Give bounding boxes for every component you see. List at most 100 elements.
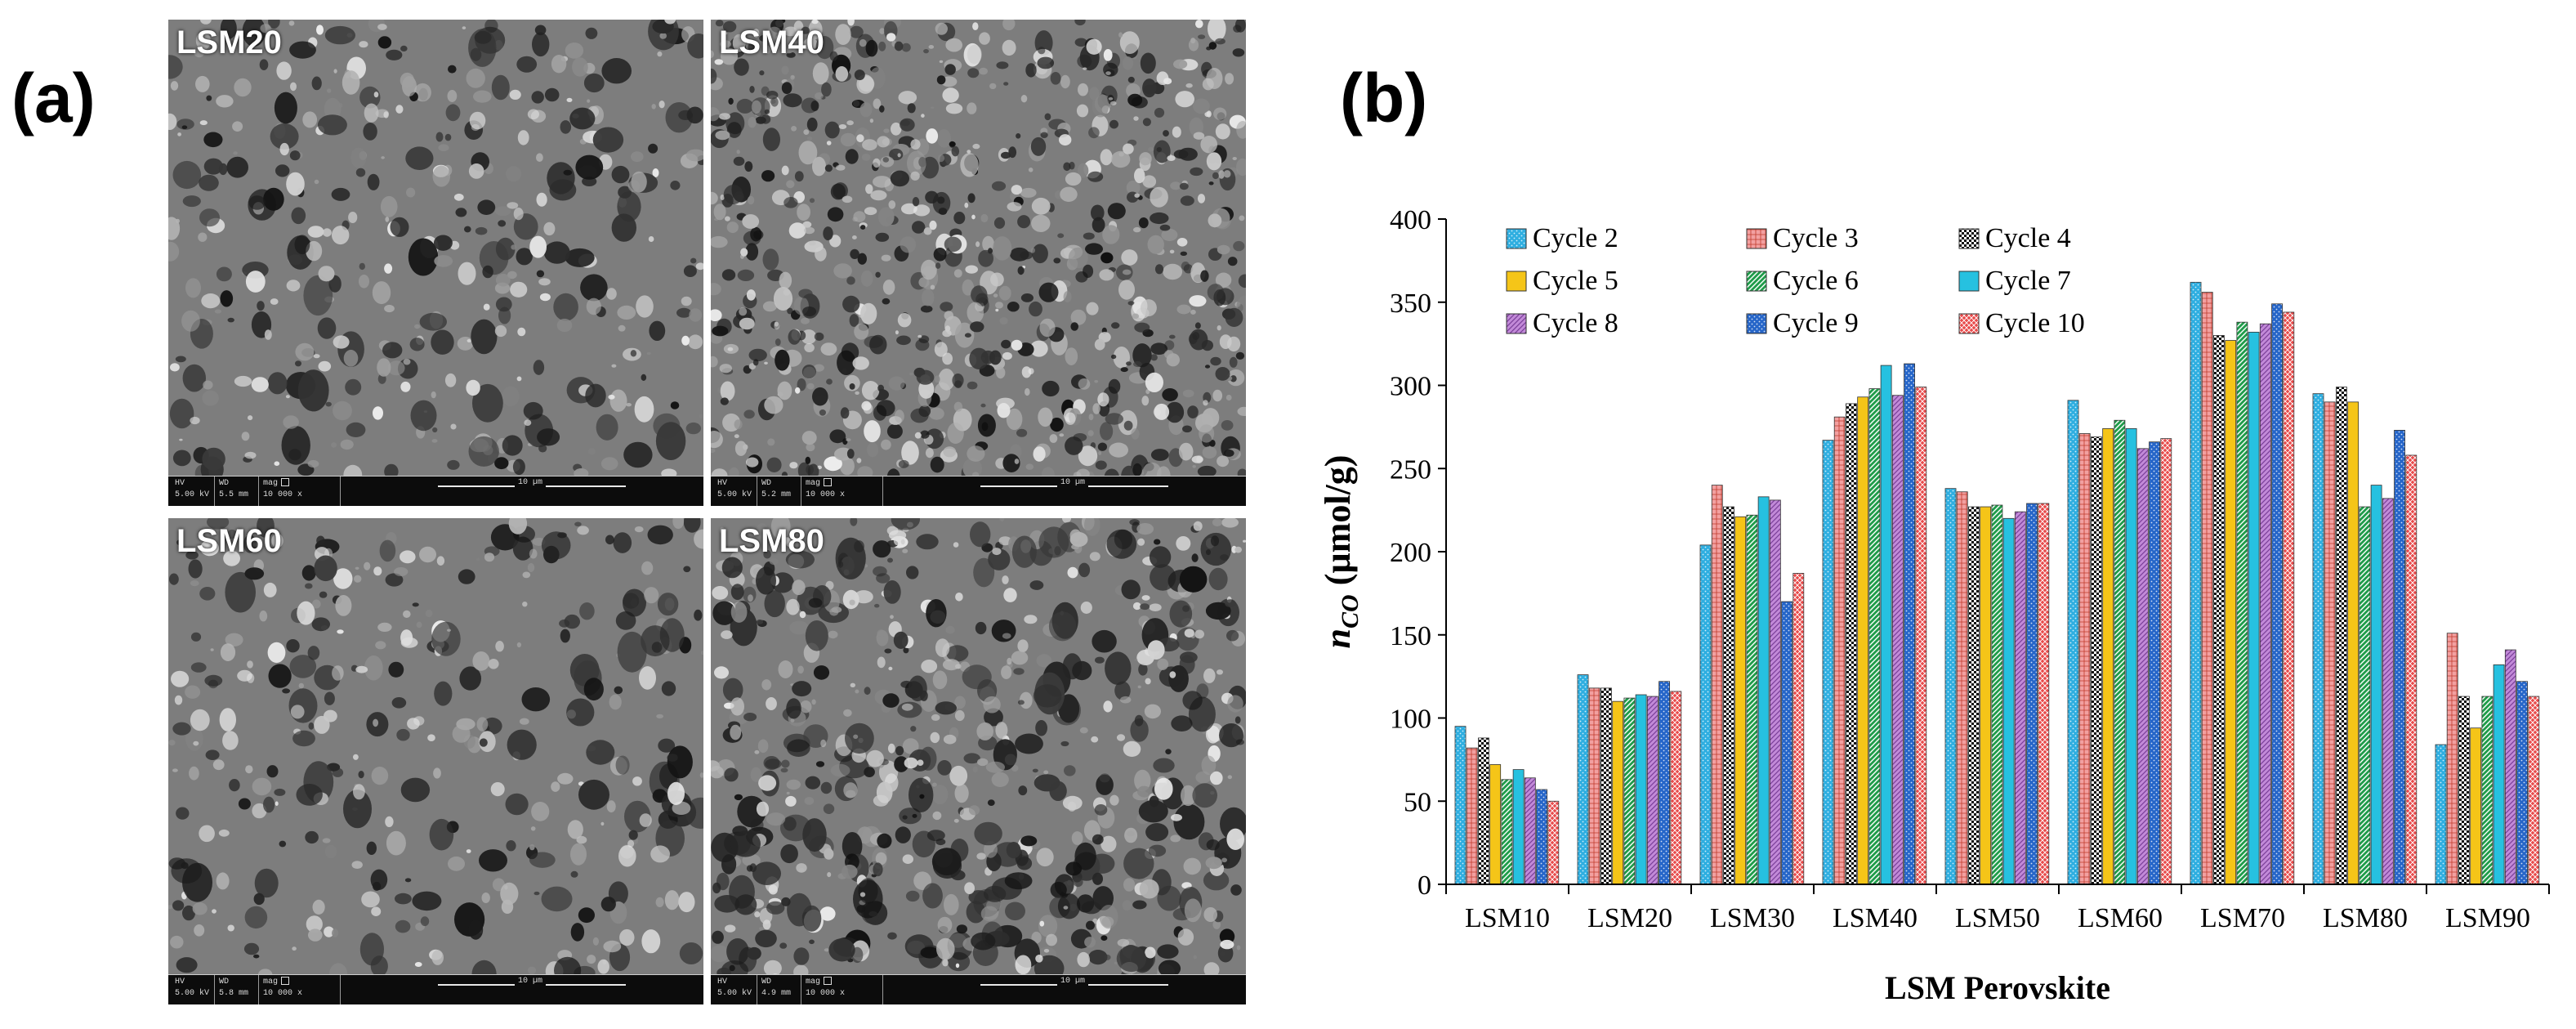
bar-cycle-6-lsm50 xyxy=(1991,504,2003,885)
bar-cycle-9-lsm70 xyxy=(2271,303,2283,885)
bar-cycle-3-lsm80 xyxy=(2324,401,2336,885)
legend-label: Cycle 4 xyxy=(1985,223,2071,253)
bar-cycle-5-lsm30 xyxy=(1734,516,1747,885)
legend-label: Cycle 2 xyxy=(1533,223,1618,253)
y-tick-label: 400 xyxy=(1390,205,1431,235)
bar-cycle-6-lsm70 xyxy=(2236,321,2248,885)
bar-cycle-8-lsm90 xyxy=(2504,649,2516,885)
sem-image-label: LSM40 xyxy=(719,25,824,60)
bar-cycle-9-lsm20 xyxy=(1659,681,1670,885)
bar-cycle-10-lsm40 xyxy=(1915,387,1927,885)
bar-cycle-3-lsm40 xyxy=(1833,416,1846,885)
legend-swatch xyxy=(1506,228,1527,249)
legend-label: Cycle 3 xyxy=(1773,223,1859,253)
databar-divider xyxy=(882,975,883,1004)
bar-cycle-9-lsm30 xyxy=(1781,601,1792,885)
bar-cycle-3-lsm90 xyxy=(2446,633,2458,885)
x-tick-label: LSM40 xyxy=(1833,903,1917,933)
bar-cycle-6-lsm40 xyxy=(1868,388,1881,885)
bar-cycle-4-lsm20 xyxy=(1601,687,1612,885)
sem-image-lsm60: LSM60 HV 5.00 kV WD 5.8 mm mag 10 000 x 10 µm xyxy=(168,518,703,1004)
panel-b-label: (b) xyxy=(1340,60,1428,136)
bar-cycle-6-lsm60 xyxy=(2114,419,2126,885)
bar-cycle-7-lsm90 xyxy=(2493,664,2505,885)
bar-cycle-10-lsm50 xyxy=(2038,503,2050,885)
scale-bar-label: 10 µm xyxy=(515,977,547,986)
legend-label: Cycle 10 xyxy=(1985,308,2085,338)
bar-cycle-5-lsm20 xyxy=(1612,700,1624,885)
legend-swatch xyxy=(1958,313,1980,334)
bar-cycle-4-lsm80 xyxy=(2336,387,2347,885)
y-tick-label: 300 xyxy=(1390,372,1431,402)
scale-bar-label: 10 µm xyxy=(1057,478,1089,487)
sem-mag: mag 10 000 x xyxy=(263,478,303,499)
bar-cycle-9-lsm40 xyxy=(1904,363,1915,885)
bar-cycle-8-lsm30 xyxy=(1769,499,1781,885)
sem-micrograph-texture xyxy=(168,518,703,976)
panel-a-label: (a) xyxy=(11,60,96,136)
x-axis-title: LSM Perovskite xyxy=(1885,969,2110,1006)
databar-divider xyxy=(882,476,883,506)
sem-hv: HV 5.00 kV xyxy=(717,978,752,998)
sem-wd: WD 5.2 mm xyxy=(761,479,792,499)
bar-cycle-8-lsm10 xyxy=(1524,777,1536,885)
sem-micrograph-texture xyxy=(168,20,703,477)
bar-cycle-4-lsm60 xyxy=(2091,436,2102,885)
bar-cycle-5-lsm80 xyxy=(2347,401,2359,885)
chart-legend: Cycle 2 Cycle 3 Cycle 4 Cycle 5 Cycle 6 Cycle… xyxy=(1506,223,2085,338)
y-tick-label: 0 xyxy=(1417,870,1431,901)
x-tick-label: LSM70 xyxy=(2200,903,2285,933)
scale-bar-label: 10 µm xyxy=(515,478,547,487)
legend-swatch xyxy=(1506,313,1527,334)
bar-cycle-8-lsm50 xyxy=(2014,511,2026,885)
x-tick-label: LSM50 xyxy=(1955,903,2040,933)
bar-cycle-5-lsm70 xyxy=(2225,340,2237,885)
databar-divider xyxy=(340,476,341,506)
bar-cycle-7-lsm20 xyxy=(1635,694,1647,885)
bar-cycle-10-lsm20 xyxy=(1670,691,1682,885)
bars xyxy=(1454,281,2540,885)
bar-cycle-10-lsm30 xyxy=(1792,573,1805,885)
bar-cycle-8-lsm60 xyxy=(2136,448,2149,885)
bar-chart: 0 50 100 150 200 250 300 350 400 LSM10 LSM20 LSM30 L… xyxy=(1318,205,2550,1006)
sem-databar: HV 5.00 kV WD 4.9 mm mag 10 000 x 10 µm xyxy=(711,974,1246,1004)
bar-cycle-8-lsm20 xyxy=(1646,696,1659,885)
bar-cycle-8-lsm80 xyxy=(2382,498,2394,885)
bar-cycle-6-lsm10 xyxy=(1501,779,1513,885)
bar-cycle-10-lsm60 xyxy=(2160,438,2172,885)
sem-wd: WD 5.5 mm xyxy=(219,479,249,499)
square-icon xyxy=(281,977,290,986)
legend-label: Cycle 7 xyxy=(1985,266,2071,296)
sem-image-lsm20: LSM20 HV 5.00 kV WD 5.5 mm mag 10 000 x 10 µm xyxy=(168,20,703,506)
legend-label: Cycle 8 xyxy=(1533,308,1618,338)
bar-cycle-3-lsm70 xyxy=(2201,292,2213,885)
bar-cycle-3-lsm10 xyxy=(1466,747,1478,885)
bar-cycle-7-lsm40 xyxy=(1880,365,1892,885)
y-axis-title: nCO (µmol/g) xyxy=(1318,455,1364,649)
bar-cycle-7-lsm10 xyxy=(1512,769,1525,885)
y-tick-label: 150 xyxy=(1390,621,1431,651)
bar-cycle-5-lsm60 xyxy=(2102,428,2114,885)
legend-swatch xyxy=(1506,271,1527,292)
sem-hv: HV 5.00 kV xyxy=(717,479,752,499)
bar-cycle-6-lsm30 xyxy=(1746,514,1758,885)
bar-cycle-7-lsm60 xyxy=(2125,428,2137,885)
sem-hv: HV 5.00 kV xyxy=(175,479,210,499)
y-tick-label: 200 xyxy=(1390,538,1431,568)
x-tick-label: LSM30 xyxy=(1710,903,1795,933)
bar-cycle-2-lsm30 xyxy=(1699,544,1712,885)
y-tick-label: 50 xyxy=(1404,787,1431,817)
legend-label: Cycle 6 xyxy=(1773,266,1859,296)
bar-cycle-9-lsm80 xyxy=(2394,430,2405,885)
databar-divider xyxy=(258,975,259,1004)
bar-cycle-2-lsm70 xyxy=(2190,281,2202,885)
sem-mag: mag 10 000 x xyxy=(263,977,303,998)
sem-micrograph-texture xyxy=(711,20,1246,477)
bar-cycle-7-lsm50 xyxy=(2002,517,2015,885)
sem-wd: WD 5.8 mm xyxy=(219,978,249,998)
bar-cycle-10-lsm80 xyxy=(2405,454,2418,885)
bar-cycle-6-lsm20 xyxy=(1623,697,1636,885)
square-icon xyxy=(824,977,833,986)
sem-micrograph-texture xyxy=(711,518,1246,976)
sem-mag: mag 10 000 x xyxy=(806,478,846,499)
